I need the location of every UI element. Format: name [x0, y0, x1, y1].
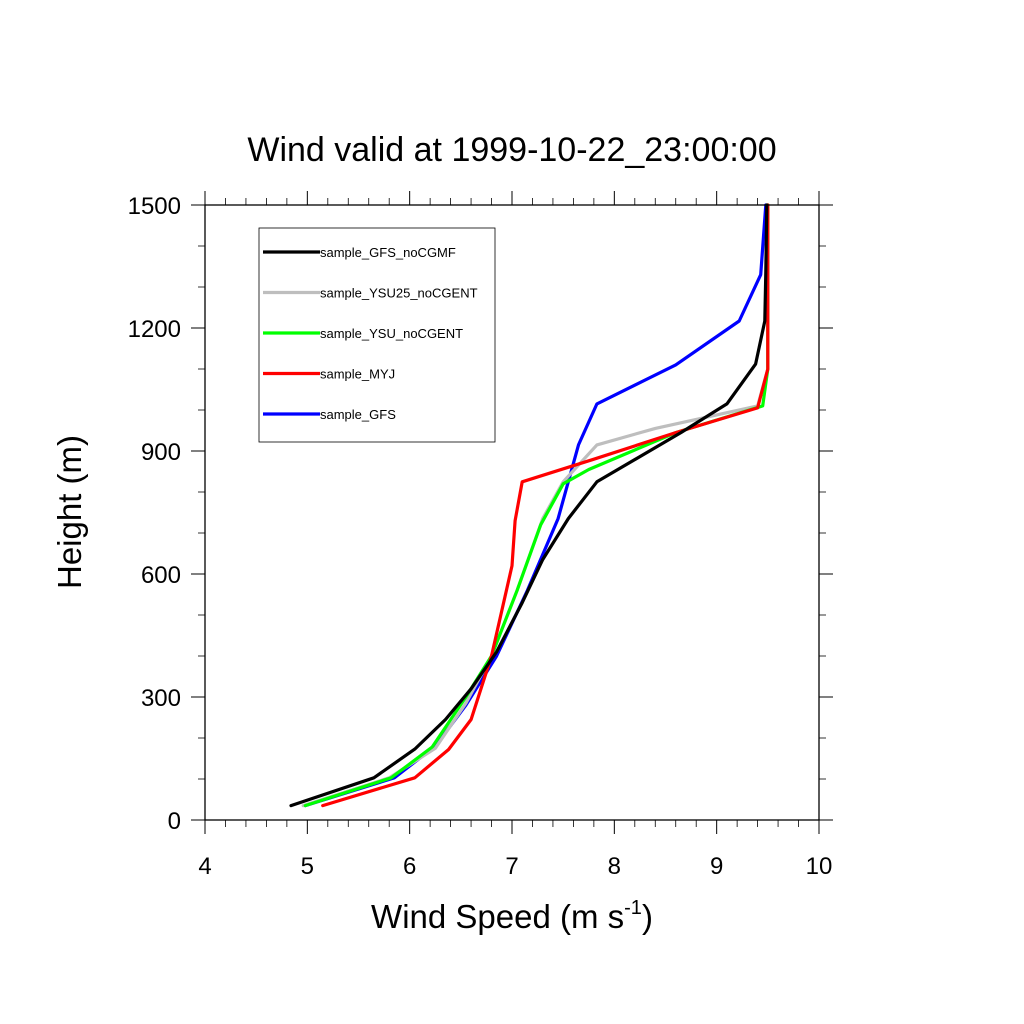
- y-tick-label: 1500: [128, 193, 181, 220]
- legend-label-sample_GFS_noCGMF: sample_GFS_noCGMF: [320, 245, 456, 260]
- x-axis-label-main: Wind Speed (m s: [371, 898, 624, 935]
- y-tick-label: 300: [141, 685, 181, 712]
- y-tick-label: 600: [141, 562, 181, 589]
- chart-title: Wind valid at 1999-10-22_23:00:00: [247, 131, 776, 169]
- x-axis-label: Wind Speed (m s-1): [371, 897, 653, 935]
- legend-box: [258, 227, 496, 443]
- y-tick-label: 1200: [128, 316, 181, 343]
- axis-tick-labels: 4 5 6 7 8 9 10 0 300 600 900 1200 1500: [128, 193, 833, 880]
- series-lines: [289, 203, 770, 808]
- legend-label-sample_GFS: sample_GFS: [320, 407, 396, 422]
- x-tick-label: 4: [198, 853, 211, 880]
- legend-label-sample_YSU25_noCGENT: sample_YSU25_noCGENT: [320, 286, 478, 301]
- axis-ticks: [191, 191, 833, 834]
- x-axis-label-suffix: ): [642, 898, 653, 935]
- x-tick-label: 6: [403, 853, 416, 880]
- x-tick-label: 7: [505, 853, 518, 880]
- x-tick-label: 8: [608, 853, 621, 880]
- plot-frame: [204, 204, 820, 821]
- y-axis-label: Height (m): [51, 435, 88, 589]
- legend: sample_GFS_noCGMF sample_YSU25_noCGENTsam…: [258, 227, 496, 443]
- series-line-sample_GFS_noCGMF: [289, 203, 769, 808]
- x-tick-label: 5: [301, 853, 314, 880]
- series-line-sample_MYJ: [321, 203, 770, 808]
- x-axis-label-superscript: -1: [624, 897, 642, 919]
- y-tick-label: 0: [168, 808, 181, 835]
- y-tick-label: 900: [141, 439, 181, 466]
- legend-label-sample_YSU_noCGENT: sample_YSU_noCGENT: [320, 326, 463, 341]
- legend-label-sample_MYJ: sample_MYJ: [320, 367, 395, 382]
- x-tick-label: 9: [710, 853, 723, 880]
- x-tick-label: 10: [806, 853, 833, 880]
